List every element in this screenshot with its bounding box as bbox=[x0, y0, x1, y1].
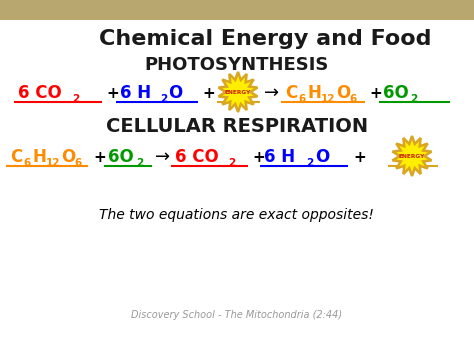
Text: O: O bbox=[168, 84, 182, 102]
Text: +: + bbox=[106, 86, 119, 100]
Text: 2: 2 bbox=[228, 158, 235, 168]
Text: 6: 6 bbox=[298, 94, 305, 104]
Text: 12: 12 bbox=[46, 158, 61, 168]
Text: 6 CO: 6 CO bbox=[175, 148, 219, 166]
Text: 6: 6 bbox=[74, 158, 81, 168]
Text: 6 H: 6 H bbox=[120, 84, 151, 102]
Text: 6: 6 bbox=[349, 94, 356, 104]
Text: H: H bbox=[33, 148, 47, 166]
Polygon shape bbox=[392, 136, 431, 176]
Text: O: O bbox=[336, 84, 350, 102]
Text: 2: 2 bbox=[410, 94, 417, 104]
Text: +: + bbox=[93, 149, 106, 164]
Text: →: → bbox=[264, 84, 279, 102]
Text: 2: 2 bbox=[72, 94, 79, 104]
Text: The two equations are exact opposites!: The two equations are exact opposites! bbox=[100, 208, 374, 222]
Text: 6: 6 bbox=[23, 158, 30, 168]
Text: 6O: 6O bbox=[383, 84, 409, 102]
Text: 2: 2 bbox=[136, 158, 143, 168]
Text: H: H bbox=[308, 84, 322, 102]
Text: 2: 2 bbox=[306, 158, 313, 168]
Text: PHOTOSYNTHESIS: PHOTOSYNTHESIS bbox=[145, 56, 329, 74]
Text: C: C bbox=[285, 84, 297, 102]
Text: →: → bbox=[155, 148, 170, 166]
Text: 6O: 6O bbox=[108, 148, 134, 166]
Polygon shape bbox=[219, 72, 257, 112]
Text: O: O bbox=[61, 148, 75, 166]
Bar bbox=[0, 0, 474, 20]
Text: +: + bbox=[252, 149, 265, 164]
Text: +: + bbox=[353, 149, 366, 164]
Text: Discovery School - The Mitochondria (2:44): Discovery School - The Mitochondria (2:4… bbox=[131, 310, 343, 320]
Text: ENERGY: ENERGY bbox=[225, 89, 251, 94]
Text: CELLULAR RESPIRATION: CELLULAR RESPIRATION bbox=[106, 118, 368, 137]
Text: C: C bbox=[10, 148, 22, 166]
Text: 2: 2 bbox=[160, 94, 167, 104]
Text: 6 H: 6 H bbox=[264, 148, 295, 166]
Text: ENERGY: ENERGY bbox=[399, 153, 425, 158]
Text: O: O bbox=[315, 148, 329, 166]
Text: 6 CO: 6 CO bbox=[18, 84, 62, 102]
Text: +: + bbox=[202, 86, 215, 100]
Text: 12: 12 bbox=[321, 94, 336, 104]
Text: +: + bbox=[369, 86, 382, 100]
Text: Chemical Energy and Food: Chemical Energy and Food bbox=[99, 29, 431, 49]
